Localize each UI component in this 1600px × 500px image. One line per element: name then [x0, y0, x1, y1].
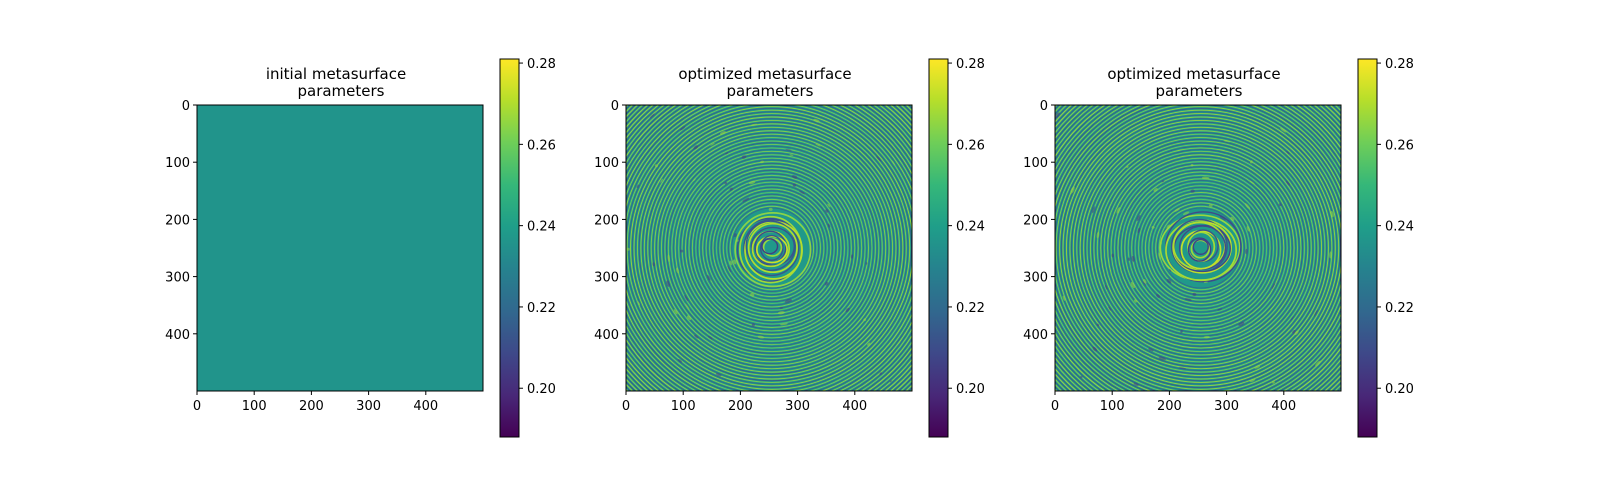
colorbar — [1357, 58, 1378, 438]
subplot-initial: initial metasurface parameters 0 100 200 30… — [165, 57, 556, 438]
y-tick-label: 200 — [594, 213, 619, 228]
y-tick-label: 300 — [1023, 271, 1048, 286]
colorbar — [928, 58, 949, 438]
colorbar-tick-label: 0.20 — [527, 382, 556, 397]
y-tick-label: 100 — [594, 156, 619, 171]
colorbar-tick-label: 0.24 — [527, 220, 556, 235]
y-tick-label: 200 — [165, 213, 190, 228]
y-tick-label: 0 — [611, 99, 619, 114]
axes-frame — [625, 104, 913, 392]
colorbar-tick-label: 0.26 — [1385, 138, 1414, 153]
subplot-optimized-1: optimized metasurface parameters 0 100 200… — [594, 57, 985, 438]
x-tick-label: 0 — [1051, 399, 1059, 414]
colorbar — [499, 58, 520, 438]
y-tick-label: 400 — [1023, 328, 1048, 343]
y-tick-label: 100 — [1023, 156, 1048, 171]
x-tick-label: 100 — [671, 399, 696, 414]
subplot-title-line-1: initial metasurface — [266, 65, 406, 83]
colorbar-tick-label: 0.20 — [1385, 382, 1414, 397]
y-tick-label: 300 — [594, 271, 619, 286]
colorbar-tick-label: 0.26 — [527, 138, 556, 153]
y-tick-label: 400 — [165, 328, 190, 343]
subplot-title-line-2: parameters — [726, 82, 813, 100]
y-tick-label: 0 — [182, 99, 190, 114]
y-tick-label: 400 — [594, 328, 619, 343]
colorbar-tick-label: 0.28 — [527, 57, 556, 72]
colorbar-tick-label: 0.24 — [956, 220, 985, 235]
x-tick-label: 0 — [193, 399, 201, 414]
subplot-title-line-2: parameters — [297, 82, 384, 100]
heatmap-image — [626, 105, 912, 391]
subplot-title-line-2: parameters — [1155, 82, 1242, 100]
axes-frame — [1054, 104, 1342, 392]
x-tick-label: 0 — [622, 399, 630, 414]
x-tick-label: 100 — [1100, 399, 1125, 414]
subplot-title-line-1: optimized metasurface — [678, 65, 851, 83]
colorbar-tick-label: 0.26 — [956, 138, 985, 153]
y-tick-label: 0 — [1040, 99, 1048, 114]
colorbar-tick-label: 0.22 — [1385, 301, 1414, 316]
x-tick-label: 300 — [1214, 399, 1239, 414]
x-tick-label: 200 — [1157, 399, 1182, 414]
colorbar-tick-label: 0.22 — [956, 301, 985, 316]
x-tick-label: 300 — [356, 399, 381, 414]
colorbar-tick-label: 0.24 — [1385, 220, 1414, 235]
heatmap-image — [1055, 105, 1341, 391]
colorbar-tick-label: 0.28 — [956, 57, 985, 72]
y-tick-label: 100 — [165, 156, 190, 171]
colorbar-tick-label: 0.20 — [956, 382, 985, 397]
y-tick-label: 200 — [1023, 213, 1048, 228]
heatmap-image — [197, 105, 483, 391]
x-tick-label: 300 — [785, 399, 810, 414]
y-tick-label: 300 — [165, 271, 190, 286]
x-tick-label: 100 — [242, 399, 267, 414]
axes-frame — [196, 104, 484, 392]
x-tick-label: 200 — [299, 399, 324, 414]
x-tick-label: 200 — [728, 399, 753, 414]
x-tick-label: 400 — [413, 399, 438, 414]
x-tick-label: 400 — [1271, 399, 1296, 414]
colorbar-tick-label: 0.28 — [1385, 57, 1414, 72]
subplot-optimized-2: optimized metasurface parameters 0 100 200… — [1023, 57, 1414, 438]
colorbar-tick-label: 0.22 — [527, 301, 556, 316]
subplot-title-line-1: optimized metasurface — [1107, 65, 1280, 83]
x-tick-label: 400 — [842, 399, 867, 414]
